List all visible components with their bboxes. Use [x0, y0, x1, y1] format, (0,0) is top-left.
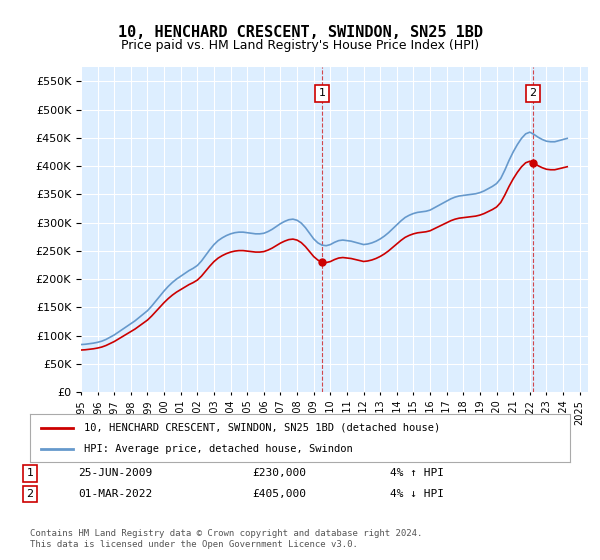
Text: £405,000: £405,000: [252, 489, 306, 499]
Text: 25-JUN-2009: 25-JUN-2009: [78, 468, 152, 478]
Text: 4% ↓ HPI: 4% ↓ HPI: [390, 489, 444, 499]
Text: £230,000: £230,000: [252, 468, 306, 478]
Text: Contains HM Land Registry data © Crown copyright and database right 2024.
This d: Contains HM Land Registry data © Crown c…: [30, 529, 422, 549]
Text: 1: 1: [319, 88, 326, 98]
Text: Price paid vs. HM Land Registry's House Price Index (HPI): Price paid vs. HM Land Registry's House …: [121, 39, 479, 52]
Text: HPI: Average price, detached house, Swindon: HPI: Average price, detached house, Swin…: [84, 444, 353, 454]
Text: 10, HENCHARD CRESCENT, SWINDON, SN25 1BD: 10, HENCHARD CRESCENT, SWINDON, SN25 1BD: [118, 25, 482, 40]
Text: 10, HENCHARD CRESCENT, SWINDON, SN25 1BD (detached house): 10, HENCHARD CRESCENT, SWINDON, SN25 1BD…: [84, 423, 440, 433]
Text: 2: 2: [26, 489, 34, 499]
Text: 01-MAR-2022: 01-MAR-2022: [78, 489, 152, 499]
Text: 1: 1: [26, 468, 34, 478]
Text: 4% ↑ HPI: 4% ↑ HPI: [390, 468, 444, 478]
Text: 2: 2: [529, 88, 536, 98]
